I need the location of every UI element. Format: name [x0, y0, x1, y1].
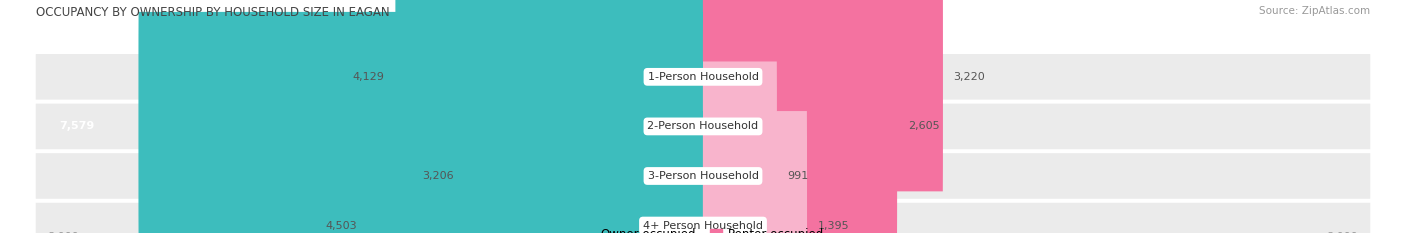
- Text: 8,000: 8,000: [1327, 232, 1358, 233]
- FancyBboxPatch shape: [395, 0, 703, 191]
- FancyBboxPatch shape: [35, 54, 1371, 100]
- FancyBboxPatch shape: [464, 62, 703, 233]
- FancyBboxPatch shape: [35, 153, 1371, 199]
- FancyBboxPatch shape: [703, 12, 897, 233]
- Text: 3,206: 3,206: [422, 171, 454, 181]
- Text: 1-Person Household: 1-Person Household: [648, 72, 758, 82]
- Text: 4,129: 4,129: [353, 72, 385, 82]
- Text: 7,579: 7,579: [59, 121, 94, 131]
- FancyBboxPatch shape: [367, 111, 703, 233]
- Text: Source: ZipAtlas.com: Source: ZipAtlas.com: [1260, 7, 1371, 17]
- Text: 1,395: 1,395: [818, 221, 849, 231]
- FancyBboxPatch shape: [138, 12, 703, 233]
- FancyBboxPatch shape: [35, 203, 1371, 233]
- Text: OCCUPANCY BY OWNERSHIP BY HOUSEHOLD SIZE IN EAGAN: OCCUPANCY BY OWNERSHIP BY HOUSEHOLD SIZE…: [35, 7, 389, 19]
- Text: 991: 991: [787, 171, 808, 181]
- FancyBboxPatch shape: [35, 104, 1371, 149]
- FancyBboxPatch shape: [703, 0, 943, 191]
- Text: 8,000: 8,000: [48, 232, 79, 233]
- Text: 4,503: 4,503: [325, 221, 357, 231]
- Text: 2-Person Household: 2-Person Household: [647, 121, 759, 131]
- Text: 3,220: 3,220: [953, 72, 986, 82]
- Legend: Owner-occupied, Renter-occupied: Owner-occupied, Renter-occupied: [582, 228, 824, 233]
- Text: 2,605: 2,605: [908, 121, 939, 131]
- Text: 4+ Person Household: 4+ Person Household: [643, 221, 763, 231]
- FancyBboxPatch shape: [703, 111, 807, 233]
- FancyBboxPatch shape: [703, 62, 778, 233]
- Text: 3-Person Household: 3-Person Household: [648, 171, 758, 181]
